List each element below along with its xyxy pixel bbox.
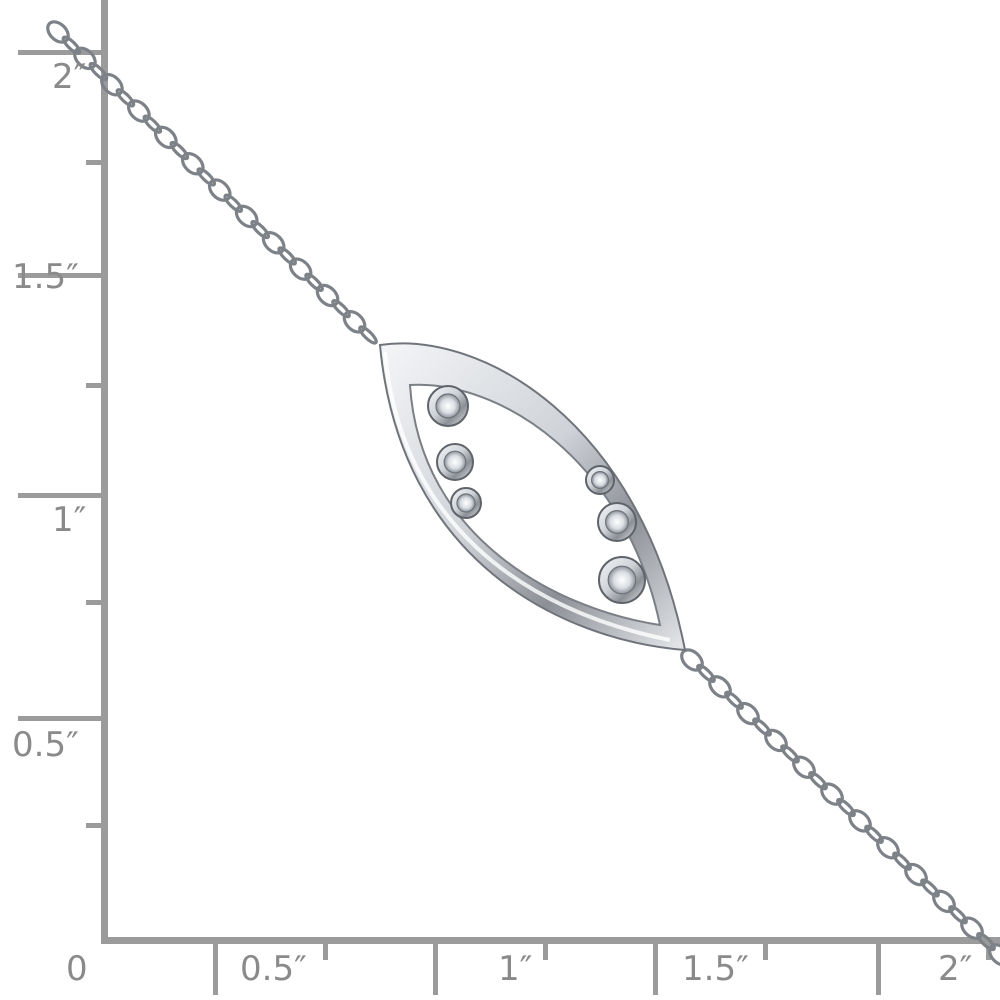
chain [46,20,1000,967]
chain-link [976,931,996,952]
chain-link [876,836,900,860]
chain-link [948,905,968,925]
ruler-major-tick [653,940,658,995]
chain-link [115,88,136,108]
chain-link [100,72,124,97]
ruler-minor-tick [543,940,548,960]
ruler-major-tick [433,940,438,995]
chain-link [780,744,800,764]
ruler-minor-tick [86,823,106,828]
chain-link [892,851,912,871]
chain-link [169,140,190,161]
ruler-minor-tick [86,383,106,388]
ruler-major-tick [18,50,106,55]
diamond [590,471,609,490]
chain-link [73,46,97,71]
chain-link [304,272,324,292]
ruler-horizontal-bar [101,937,1000,944]
ruler-label-2in-horizontal: 2″ [938,949,973,989]
ruler-vertical-bar [101,0,108,944]
ruler-label-0-horizontal: 0 [66,949,88,989]
chain-link [764,728,788,753]
chain-link [46,20,70,44]
chain-link [223,193,244,213]
chain-link [277,246,297,266]
diamond [604,510,629,535]
chain-link [207,178,232,202]
chain-link [988,943,1000,967]
ruler-major-tick [18,493,106,498]
chain-link [932,889,956,914]
chain-link [315,283,340,308]
chain-link [848,809,872,833]
chain-link [920,878,940,898]
chain-link [250,219,271,240]
diamond [456,493,476,513]
ruler-label-1in-horizontal: 1″ [498,949,533,989]
marquise-pendant [378,342,687,652]
ruler [18,0,1000,995]
chain-link [792,755,816,779]
ruler-label-0-5in-vertical: 0.5″ [12,725,79,765]
diamond [435,393,461,419]
ruler-major-tick [18,273,106,278]
ruler-label-1-5in-horizontal: 1.5″ [682,949,749,989]
ruler-major-tick [876,940,881,995]
chain-link [261,231,286,255]
chain-link [680,648,704,672]
ruler-major-tick [213,940,218,995]
chain-link [234,204,259,229]
chain-link [724,690,744,710]
chain-link [142,114,163,134]
chain-link [127,99,151,123]
chain-link [864,824,884,844]
ruler-minor-tick [86,160,106,165]
ruler-minor-tick [86,600,106,605]
chain-link [696,663,716,684]
diamond [607,565,637,595]
chain-link [820,782,844,806]
chain-link [88,61,109,82]
ruler-label-0-5in-horizontal: 0.5″ [240,949,307,989]
diamond [443,450,467,474]
chain-link [836,797,856,818]
chain-link [736,701,760,726]
ruler-minor-tick [763,940,768,960]
chain-link [288,257,313,281]
ruler-minor-tick [323,940,328,960]
chain-link [342,310,367,334]
ruler-label-1-5in-vertical: 1.5″ [12,257,79,297]
ruler-label-2in-vertical: 2″ [52,57,87,97]
chain-link [331,298,351,319]
chain-link [708,675,732,699]
chain-link [808,771,828,791]
chain-link [180,151,205,176]
chain-link [61,35,82,55]
diamond-stones [427,385,646,604]
ruler-label-1in-vertical: 1″ [52,500,87,540]
ruler-major-tick [18,716,106,721]
chain-link [358,325,378,345]
chain-link [752,717,772,737]
chain-link [904,862,928,887]
chain-link [153,125,178,150]
chain-link [196,167,217,187]
chain-link [960,916,984,940]
